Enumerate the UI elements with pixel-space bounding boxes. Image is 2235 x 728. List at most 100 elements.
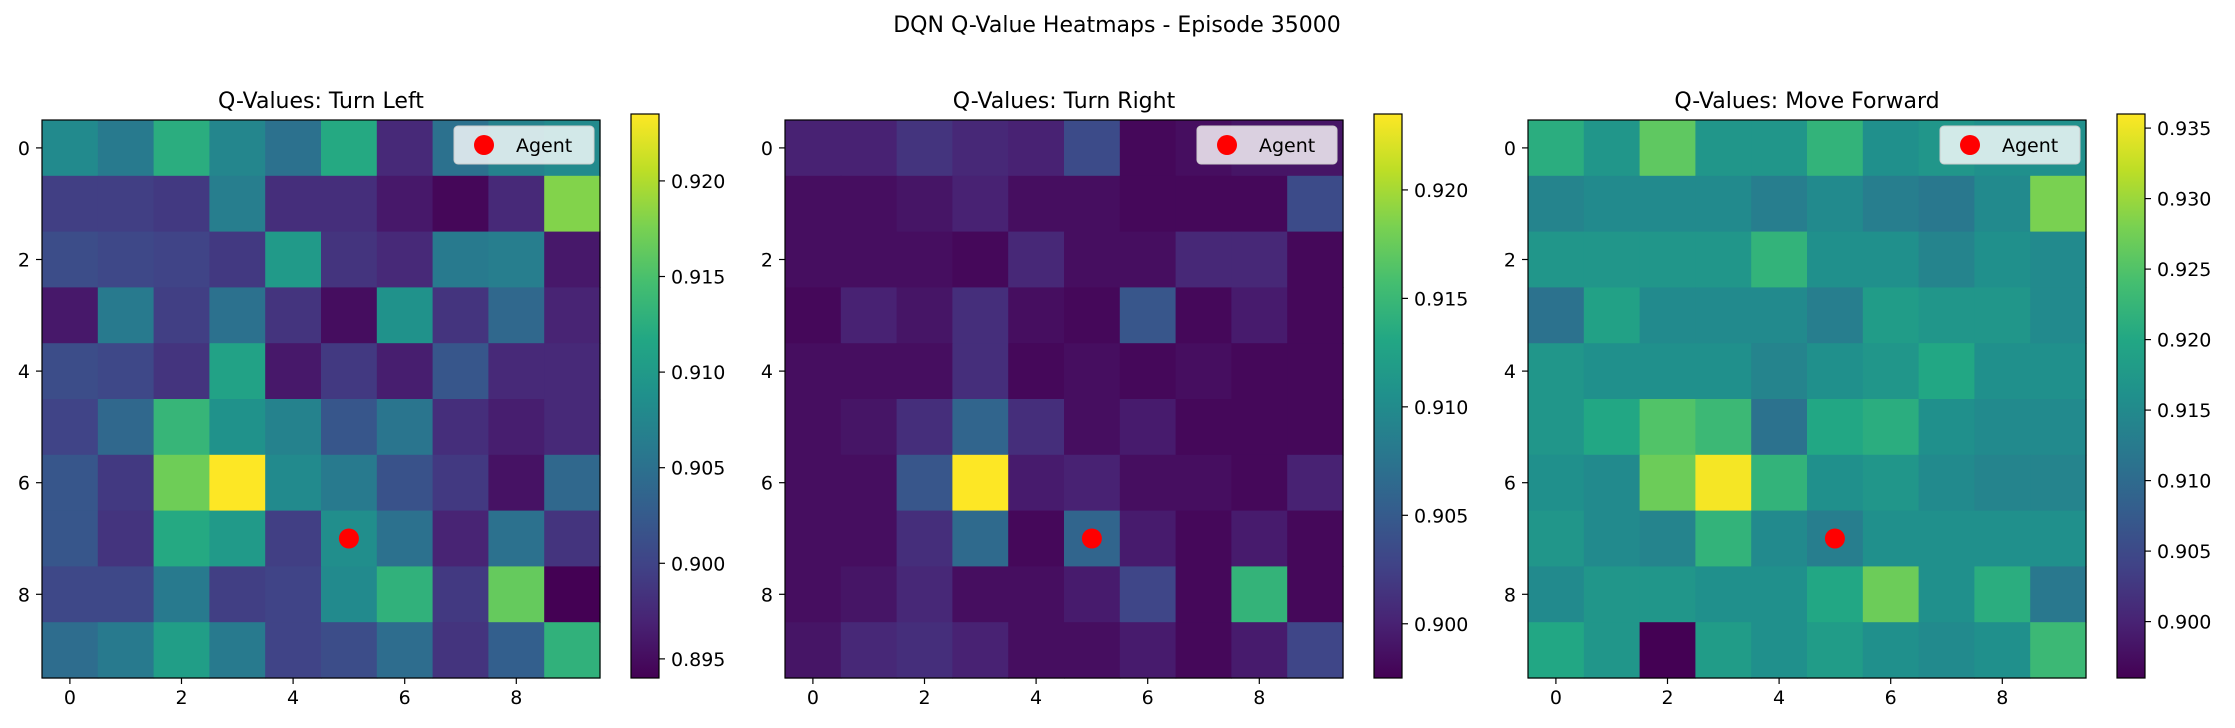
heatmap-cell-r6-c1 [840,454,898,512]
heatmap-cell-r3-c2 [1639,287,1696,344]
heatmap-cell-r5-c2 [153,399,210,456]
heatmap-cell-r5-c7 [432,399,489,456]
x-tick-label: 4 [287,687,299,709]
heatmap-cell-r3-c6 [1862,287,1920,344]
heatmap-cell-r8-c4 [1751,566,1808,623]
heatmap-cell-r9-c6 [1862,622,1920,679]
heatmap-cell-r8-c9 [544,566,601,623]
heatmap-cell-r0-c2 [896,120,953,177]
heatmap-cell-r1-c7 [1918,175,1975,233]
heatmap-cell-r6-c4 [1751,454,1808,512]
heatmap-cell-r9-c1 [840,622,898,679]
colorbar-tick-label: 0.895 [671,649,725,671]
heatmap-cell-r8-c7 [432,566,489,623]
heatmap-cell-r2-c8 [1974,231,2031,288]
heatmap-cell-r7-c0 [42,510,99,567]
heatmap-cell-r8-c0 [785,566,842,623]
heatmap-cell-r4-c4 [1751,343,1808,400]
heatmap-cell-r0-c1 [1583,120,1641,177]
heatmap-cell-r7-c4 [265,510,322,567]
heatmap-cell-r7-c2 [153,510,210,567]
heatmap-cell-r9-c6 [376,622,434,679]
x-tick-label: 8 [1253,687,1265,709]
heatmap-cell-r5-c6 [1119,399,1177,456]
heatmap-cell-r4-c7 [1175,343,1232,400]
heatmap-cell-r6-c0 [1528,454,1585,512]
heatmap-cell-r8-c8 [488,566,545,623]
heatmap-cell-r9-c9 [544,622,601,679]
heatmap-cell-r6-c4 [1008,454,1065,512]
heatmap-cell-r7-c7 [432,510,489,567]
y-tick-label: 6 [1504,473,1516,495]
heatmap-cell-r1-c9 [2030,175,2087,233]
heatmap-cell-r2-c6 [1862,231,1920,288]
legend-label: Agent [516,135,572,157]
heatmap-cell-r5-c9 [2030,399,2087,456]
heatmap-cell-r3-c2 [153,287,210,344]
colorbar-gradient [1373,113,1403,679]
heatmap-cell-r0-c6 [1862,120,1920,177]
heatmap-cell-r8-c2 [896,566,953,623]
x-tick-label: 6 [399,687,411,709]
heatmap-cell-r6-c5 [321,454,378,512]
panel-title: Q-Values: Turn Left [218,89,424,114]
heatmap-cell-r5-c9 [544,399,601,456]
heatmap-cell-r5-c3 [1695,399,1752,456]
heatmap-cell-r1-c2 [896,175,953,233]
heatmap-cell-r8-c6 [1119,566,1177,623]
heatmap-cell-r8-c5 [321,566,378,623]
heatmap-cell-r4-c7 [1918,343,1975,400]
heatmap-cell-r2-c2 [896,231,953,288]
heatmap-cell-r1-c1 [97,175,155,233]
y-tick-label: 0 [1504,138,1516,160]
heatmap-cell-r2-c3 [1695,231,1752,288]
heatmap-cell-r9-c7 [432,622,489,679]
heatmap-cell-r8-c8 [1974,566,2031,623]
heatmap-cell-r7-c8 [1974,510,2031,567]
heatmap-cell-r7-c9 [2030,510,2087,567]
heatmap-cell-r4-c0 [785,343,842,400]
heatmap-cell-r9-c1 [1583,622,1641,679]
heatmap-cell-r3-c0 [1528,287,1585,344]
heatmap-cell-r2-c1 [97,231,155,288]
heatmap-cell-r9-c3 [1695,622,1752,679]
legend-box [1196,125,1338,165]
heatmap-cell-r4-c0 [42,343,99,400]
heatmap-cell-r2-c0 [42,231,99,288]
heatmap-cell-r5-c9 [1287,399,1344,456]
colorbar-tick-label: 0.900 [671,553,725,575]
heatmap-cell-r6-c4 [265,454,322,512]
heatmap-cell-r8-c1 [97,566,155,623]
heatmap-cell-r3-c6 [376,287,434,344]
heatmap-cell-r6-c3 [952,454,1009,512]
heatmap-cell-r4-c4 [1008,343,1065,400]
heatmap-cell-r2-c9 [1287,231,1344,288]
heatmap-cell-r2-c1 [840,231,898,288]
heatmap-cell-r3-c0 [42,287,99,344]
heatmap-cell-r7-c4 [1751,510,1808,567]
heatmap-cell-r9-c5 [321,622,378,679]
x-tick-label: 0 [1550,687,1562,709]
colorbar: 0.900 0.905 0.910 0.915 0.920 [1373,113,1468,679]
heatmap-cell-r9-c9 [1287,622,1344,679]
heatmap-cell-r8-c3 [1695,566,1752,623]
heatmap-cells [42,120,601,679]
heatmap-cell-r7-c1 [97,510,155,567]
heatmap-cell-r2-c6 [1119,231,1177,288]
heatmap-cell-r6-c9 [2030,454,2087,512]
y-tick-label: 8 [18,584,30,606]
plot-frame [784,119,1344,679]
heatmap-cell-r4-c2 [153,343,210,400]
colorbar-tick-label: 0.910 [1414,397,1468,419]
heatmap-cell-r6-c2 [1639,454,1696,512]
heatmap-cell-r7-c2 [1639,510,1696,567]
heatmap-cell-r5-c8 [1974,399,2031,456]
heatmap-cell-r0-c0 [42,120,99,177]
heatmap-cell-r1-c6 [1119,175,1177,233]
heatmap-cell-r9-c7 [1175,622,1232,679]
heatmap-cell-r1-c4 [1008,175,1065,233]
heatmap-cell-r6-c9 [544,454,601,512]
heatmap-cell-r3-c9 [544,287,601,344]
heatmap-cell-r9-c2 [896,622,953,679]
